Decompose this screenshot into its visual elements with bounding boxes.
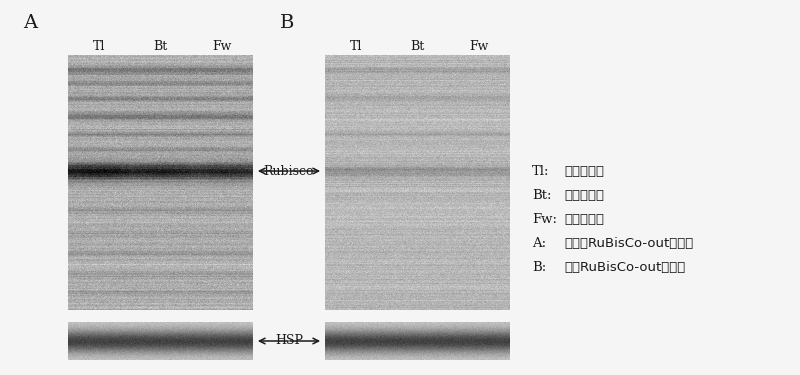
- Text: 使用RuBisCo-out试剂盒: 使用RuBisCo-out试剂盒: [564, 261, 686, 274]
- Text: Bt:: Bt:: [532, 189, 551, 202]
- Text: 开花期叶片: 开花期叶片: [564, 213, 604, 226]
- Text: A: A: [23, 14, 37, 32]
- Text: B: B: [280, 14, 294, 32]
- Text: 孕穗期叶片: 孕穗期叶片: [564, 189, 604, 202]
- Text: Fw: Fw: [213, 40, 232, 53]
- Text: Tl: Tl: [350, 40, 362, 53]
- Text: Tl: Tl: [93, 40, 105, 53]
- Text: Bt: Bt: [154, 40, 168, 53]
- Text: Fw: Fw: [470, 40, 489, 53]
- Text: Tl:: Tl:: [532, 165, 550, 178]
- Text: HSP: HSP: [275, 334, 303, 348]
- Text: 分蕃期叶片: 分蕃期叶片: [564, 165, 604, 178]
- Text: Bt: Bt: [410, 40, 425, 53]
- Text: 未使用RuBisCo-out试剂盒: 未使用RuBisCo-out试剂盒: [564, 237, 694, 250]
- Text: Fw:: Fw:: [532, 213, 557, 226]
- Text: Rubisco: Rubisco: [264, 165, 314, 177]
- Text: A:: A:: [532, 237, 546, 250]
- Text: B:: B:: [532, 261, 546, 274]
